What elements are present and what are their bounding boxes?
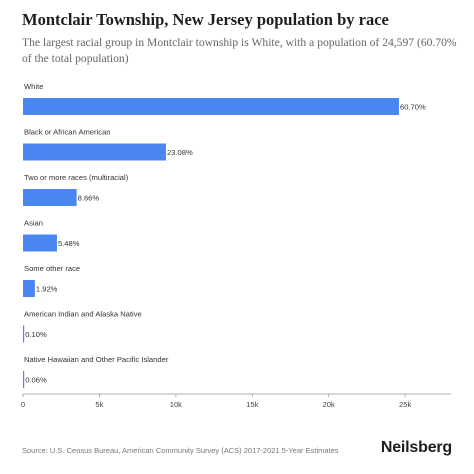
category-label: American Indian and Alaska Native [24,310,142,319]
bar [23,234,57,252]
bar [23,371,25,388]
source-note: Source: U.S. Census Bureau, American Com… [22,446,339,455]
x-tick-label: 25k [399,400,411,409]
chart-title: Montclair Township, New Jersey populatio… [22,10,389,29]
category-label: Native Hawaiian and Other Pacific Island… [24,355,169,364]
x-tick-label: 15k [246,400,258,409]
category-label: Some other race [24,264,80,273]
category-label: White [24,82,43,91]
x-tick-label: 10k [170,400,182,409]
x-tick-label: 5k [95,400,103,409]
x-tick-label: 0 [21,400,25,409]
bar [23,189,77,206]
category-label: Two or more races (multiracial) [24,173,129,182]
category-label: Asian [24,219,43,228]
data-label: 0.10% [25,330,47,339]
data-label: 23.08% [167,148,193,157]
data-label: 8.66% [78,194,100,203]
bar [23,280,35,297]
data-label: 1.92% [36,285,58,294]
brand-logo: Neilsberg [380,439,452,456]
x-tick-label: 20k [323,400,335,409]
data-label: 5.48% [58,239,80,248]
category-label: Black or African American [24,128,111,137]
bar [23,325,25,343]
data-label: 60.70% [400,103,426,112]
bar [23,143,166,161]
chart-subtitle: The largest racial group in Montclair to… [22,36,457,65]
bar [23,98,399,115]
data-label: 0.06% [25,376,47,385]
